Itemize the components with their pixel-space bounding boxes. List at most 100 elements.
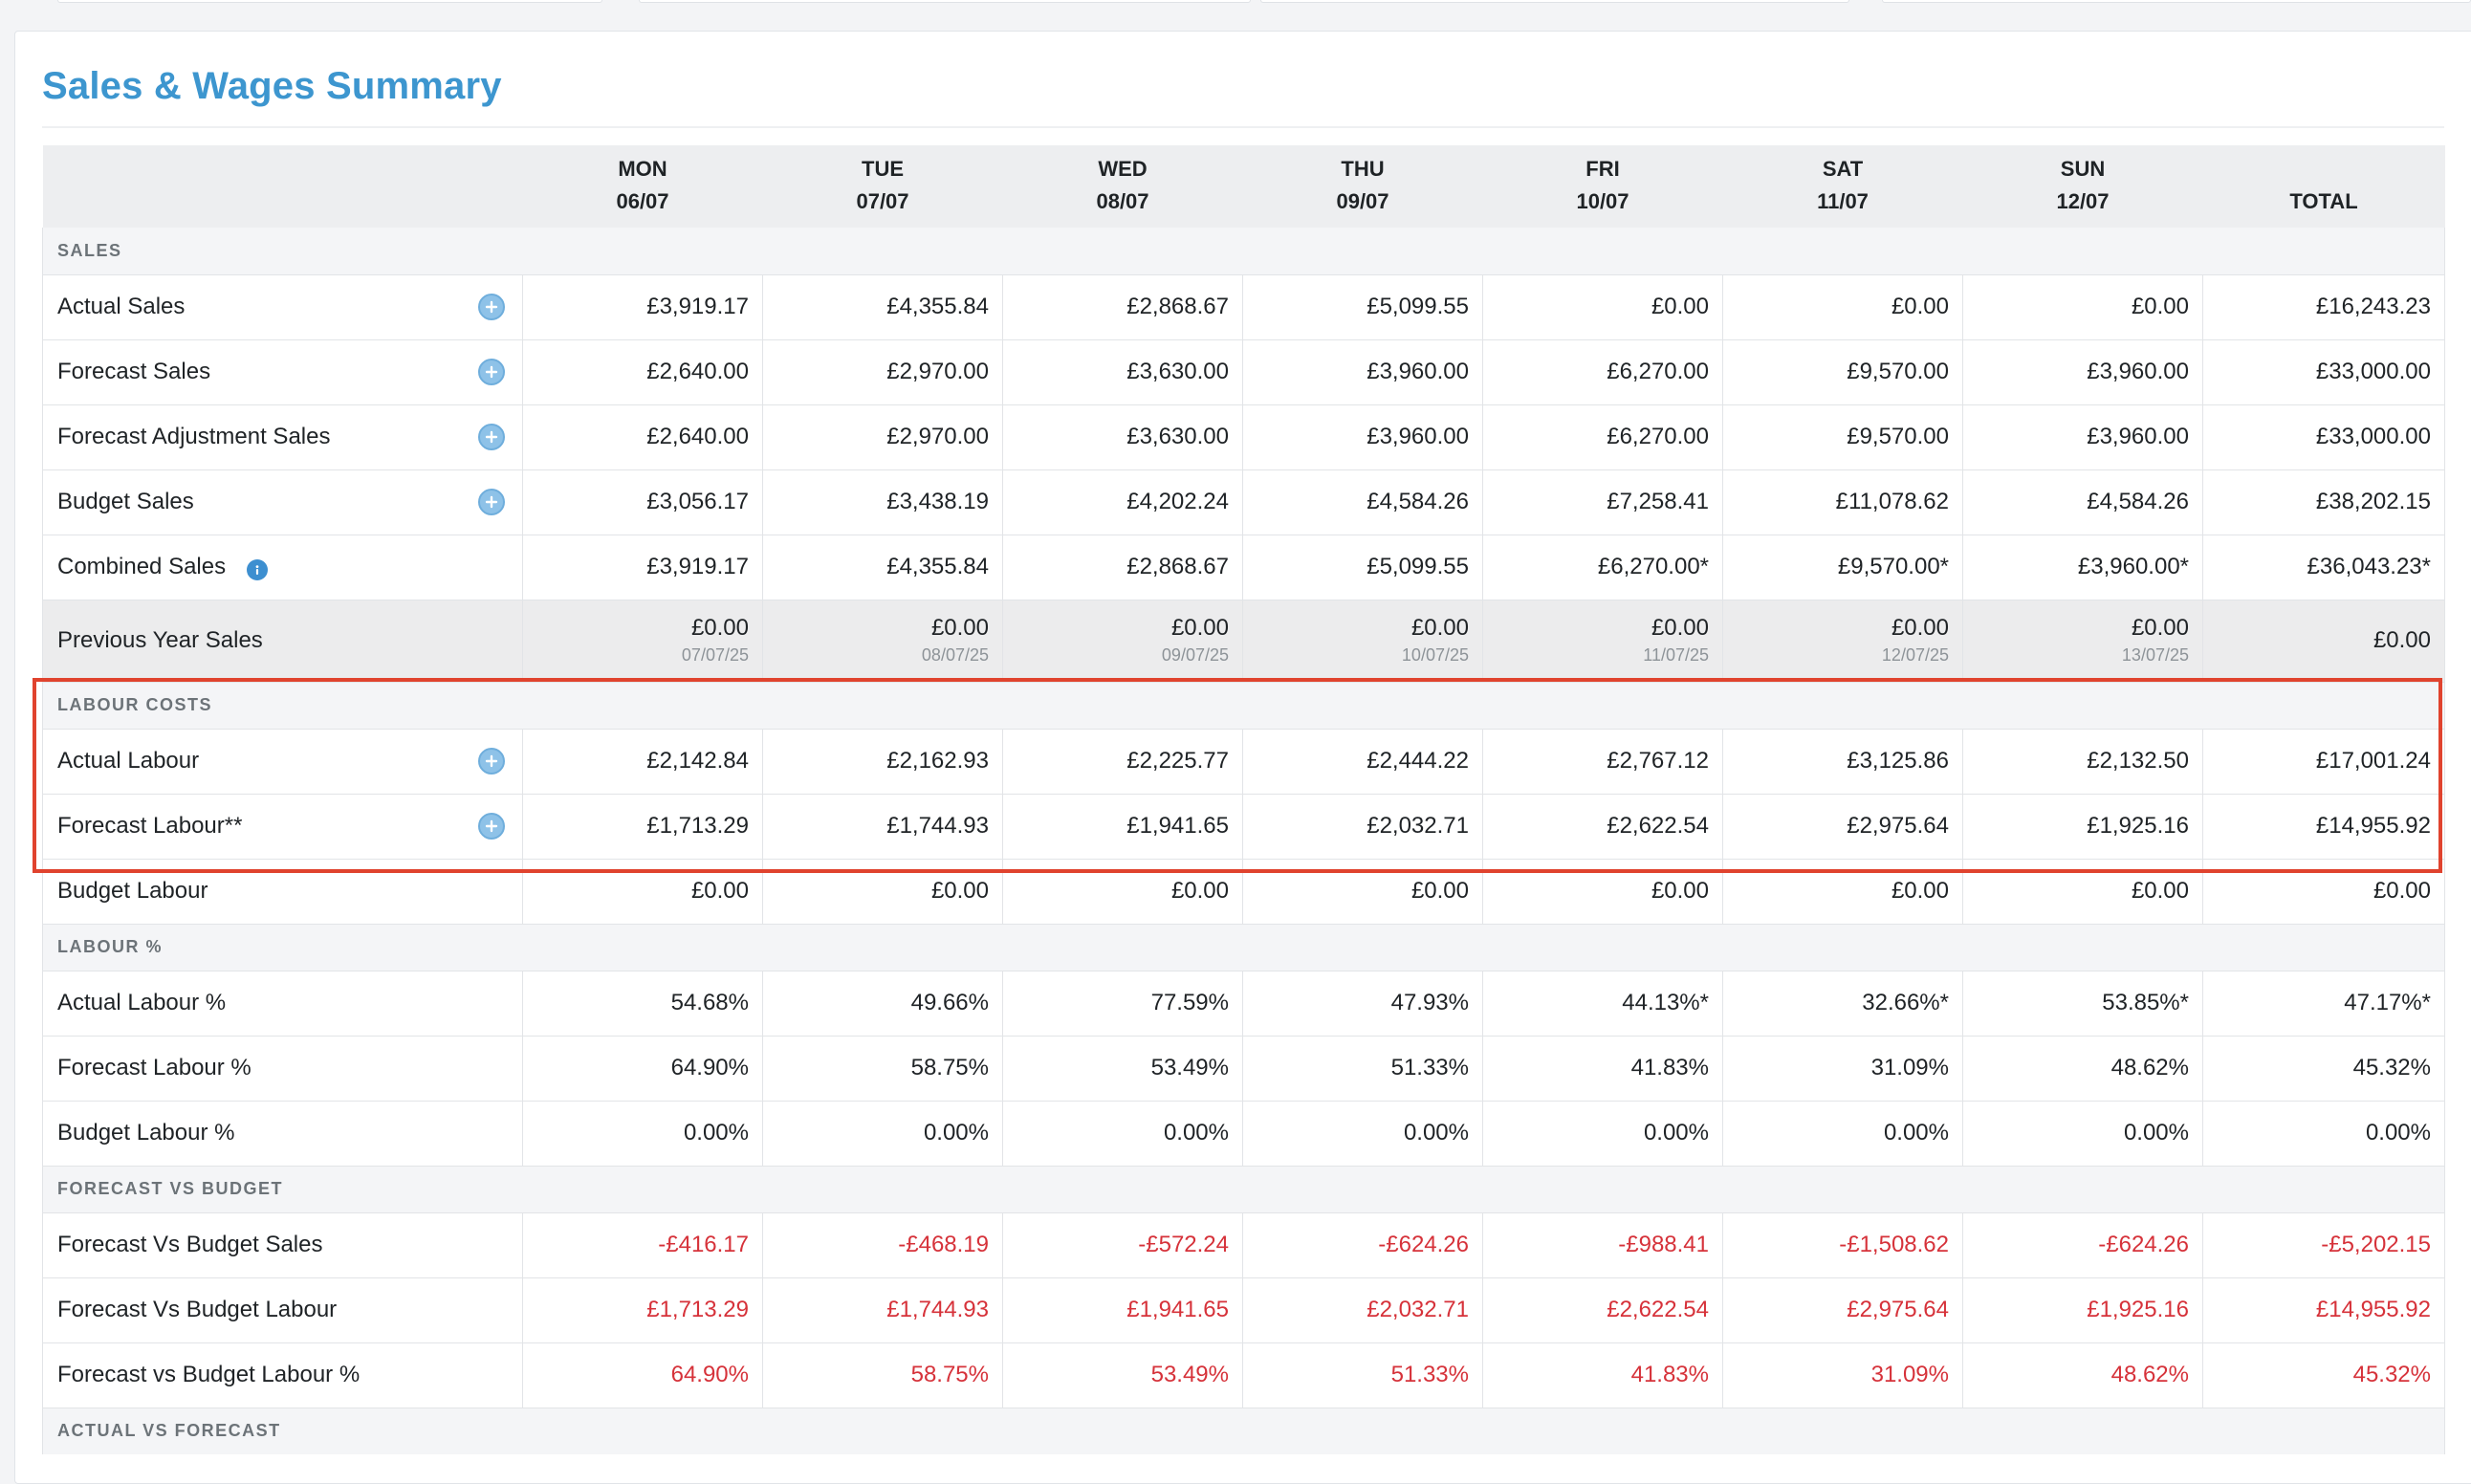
total-cell: 45.32%	[2202, 1035, 2445, 1102]
row-budget-sales: Budget Sales £3,056.17 £3,438.19 £4,202.24 £…	[42, 469, 2445, 535]
row-label-cell: Forecast Labour**	[42, 793, 523, 860]
value-cell: 64.90%	[522, 1035, 763, 1102]
value-cell: £0.00 12/07/25	[1722, 599, 1963, 683]
value-cell: 53.85%*	[1962, 970, 2203, 1037]
value-cell: £3,960.00	[1242, 404, 1483, 470]
total-cell: £14,955.92	[2202, 1277, 2445, 1343]
row-budget-labour: Budget Labour £0.00 £0.00 £0.00 £0.00 £0.00 £0…	[42, 858, 2445, 925]
row-label: Actual Labour	[57, 748, 200, 774]
value-cell: £3,056.17	[522, 469, 763, 535]
row-label: Budget Sales	[57, 489, 194, 514]
value-cell: £2,225.77	[1002, 728, 1243, 795]
value-cell: 48.62%	[1962, 1342, 2203, 1408]
value-cell: £2,032.71	[1242, 793, 1483, 860]
total-cell: £17,001.24	[2202, 728, 2445, 795]
plus-circle-icon[interactable]	[478, 489, 505, 515]
value-cell: £3,630.00	[1002, 404, 1243, 470]
header-day-cell: SAT 11/07	[1817, 157, 1869, 213]
value-cell: £0.00	[762, 858, 1003, 925]
value-cell: 58.75%	[762, 1035, 1003, 1102]
section-heading: SALES	[42, 228, 2445, 274]
value-cell: £2,142.84	[522, 728, 763, 795]
value-cell: £2,970.00	[762, 338, 1003, 405]
value-cell: £1,925.16	[1962, 1277, 2203, 1343]
value-cell: 0.00%	[1482, 1100, 1723, 1167]
value-cell: £0.00	[1962, 858, 2203, 925]
value-cell: 49.66%	[762, 970, 1003, 1037]
value-cell: £4,584.26	[1242, 469, 1483, 535]
value-cell: £3,960.00*	[1962, 534, 2203, 600]
value-cell: £5,099.55	[1242, 534, 1483, 600]
row-label: Forecast Adjustment Sales	[57, 424, 331, 449]
value-cell: £5,099.55	[1242, 273, 1483, 340]
total-cell: £0.00	[2202, 858, 2445, 925]
value-cell: -£416.17	[522, 1211, 763, 1278]
plus-circle-icon[interactable]	[478, 424, 505, 450]
value-cell: £4,355.84	[762, 534, 1003, 600]
row-forecast-adjustment-sales: Forecast Adjustment Sales £2,640.00 £2,970…	[42, 404, 2445, 470]
value-cell: £0.00	[1722, 858, 1963, 925]
header-day-cell: WED 08/07	[1096, 157, 1149, 213]
prev-year-value: £0.00	[690, 615, 749, 641]
prev-year-value: £0.00	[930, 615, 989, 641]
value-cell: £3,438.19	[762, 469, 1003, 535]
value-cell: 53.49%	[1002, 1342, 1243, 1408]
section-heading: ACTUAL VS FORECAST	[42, 1408, 2445, 1454]
total-cell: £16,243.23	[2202, 273, 2445, 340]
section-forecast-vs-budget: FORECAST VS BUDGET	[42, 1166, 2445, 1212]
total-cell: £0.00	[2202, 599, 2445, 683]
header-day-cell: FRI 10/07	[1576, 157, 1629, 213]
prev-year-date: 07/07/25	[681, 645, 749, 665]
total-cell: -£5,202.15	[2202, 1211, 2445, 1278]
row-forecast-sales: Forecast Sales £2,640.00 £2,970.00 £3,630.0…	[42, 338, 2445, 405]
row-label-cell: Forecast Vs Budget Labour	[42, 1277, 523, 1343]
value-cell: £1,941.65	[1002, 1277, 1243, 1343]
value-cell: £2,622.54	[1482, 793, 1723, 860]
row-label: Forecast vs Budget Labour %	[57, 1362, 361, 1387]
value-cell: 0.00%	[762, 1100, 1003, 1167]
row-label-cell: Actual Labour %	[42, 970, 523, 1037]
value-cell: £3,960.00	[1962, 404, 2203, 470]
section-heading: FORECAST VS BUDGET	[42, 1166, 2445, 1212]
row-actual-sales: Actual Sales £3,919.17 £4,355.84 £2,868.67 £…	[42, 273, 2445, 340]
value-cell: 0.00%	[1242, 1100, 1483, 1167]
prev-year-value: £0.00	[1891, 615, 1949, 641]
value-cell: £0.00	[1722, 273, 1963, 340]
value-cell: -£572.24	[1002, 1211, 1243, 1278]
plus-circle-icon[interactable]	[478, 359, 505, 385]
prev-year-value: £0.00	[2131, 615, 2189, 641]
row-label: Combined Sales	[57, 554, 227, 579]
value-cell: £0.00 13/07/25	[1962, 599, 2203, 683]
header-label-cell	[43, 145, 523, 228]
value-cell: £2,162.93	[762, 728, 1003, 795]
top-card-stub	[1260, 0, 1849, 3]
info-icon[interactable]	[247, 559, 269, 580]
value-cell: -£624.26	[1242, 1211, 1483, 1278]
value-cell: £0.00	[522, 858, 763, 925]
plus-circle-icon[interactable]	[478, 294, 505, 320]
plus-circle-icon[interactable]	[478, 748, 505, 775]
value-cell: 47.93%	[1242, 970, 1483, 1037]
value-cell: 41.83%	[1482, 1035, 1723, 1102]
value-cell: £2,622.54	[1482, 1277, 1723, 1343]
section-heading: LABOUR COSTS	[42, 682, 2445, 729]
value-cell: 0.00%	[1722, 1100, 1963, 1167]
row-label-cell: Forecast Vs Budget Sales	[42, 1211, 523, 1278]
page-title: Sales & Wages Summary	[42, 65, 502, 107]
value-cell: £1,713.29	[522, 1277, 763, 1343]
row-forecast-labour: Forecast Labour** £1,713.29 £1,744.93 £1,94…	[42, 793, 2445, 860]
row-label-cell: Budget Sales	[42, 469, 523, 535]
header-day-cell: SUN 12/07	[2056, 157, 2110, 213]
prev-year-value: £0.00	[1410, 615, 1469, 641]
row-label: Previous Year Sales	[57, 627, 263, 653]
total-cell: £14,955.92	[2202, 793, 2445, 860]
value-cell: £3,919.17	[522, 534, 763, 600]
top-card-stub	[639, 0, 1251, 3]
prev-year-date: 08/07/25	[921, 645, 989, 665]
plus-circle-icon[interactable]	[478, 813, 505, 840]
row-label: Forecast Vs Budget Labour	[57, 1297, 338, 1322]
row-label-cell: Budget Labour	[42, 858, 523, 925]
row-label-cell: Actual Labour	[42, 728, 523, 795]
value-cell: £7,258.41	[1482, 469, 1723, 535]
row-label: Forecast Sales	[57, 359, 211, 384]
